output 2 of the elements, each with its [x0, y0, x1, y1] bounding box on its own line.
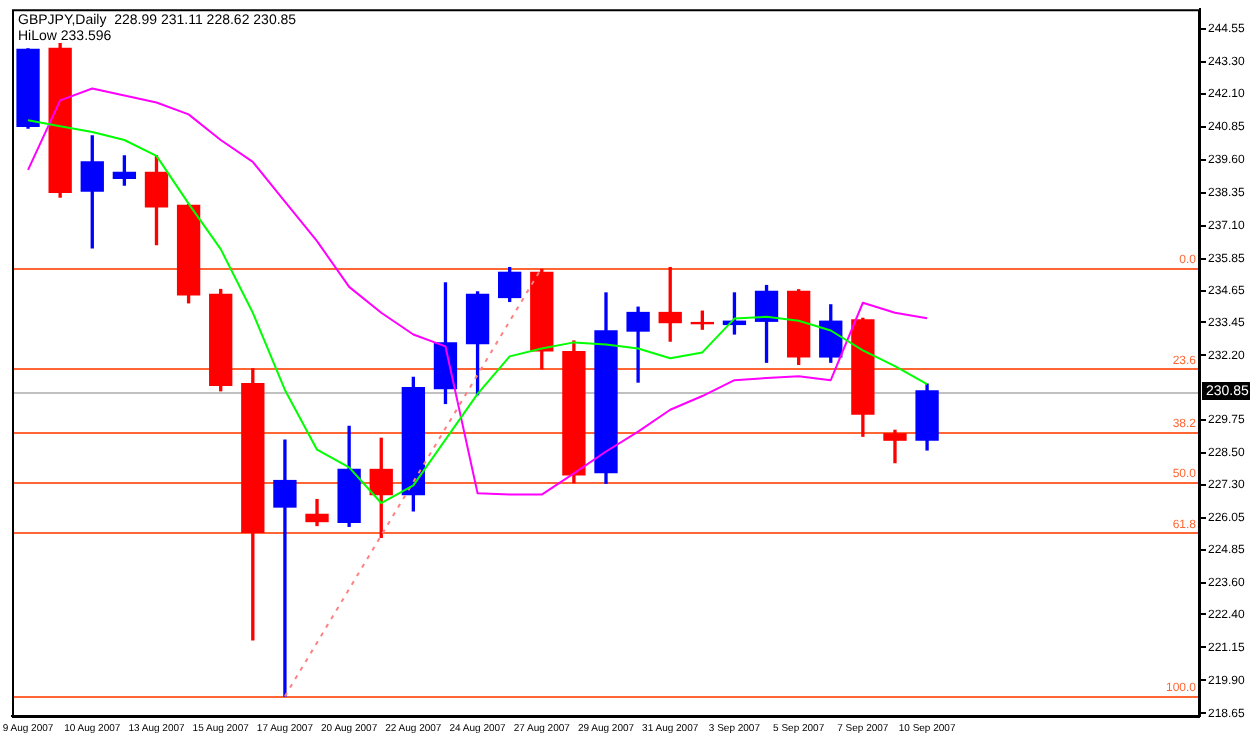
- candlestick: [273, 439, 297, 697]
- candlestick: [883, 429, 907, 464]
